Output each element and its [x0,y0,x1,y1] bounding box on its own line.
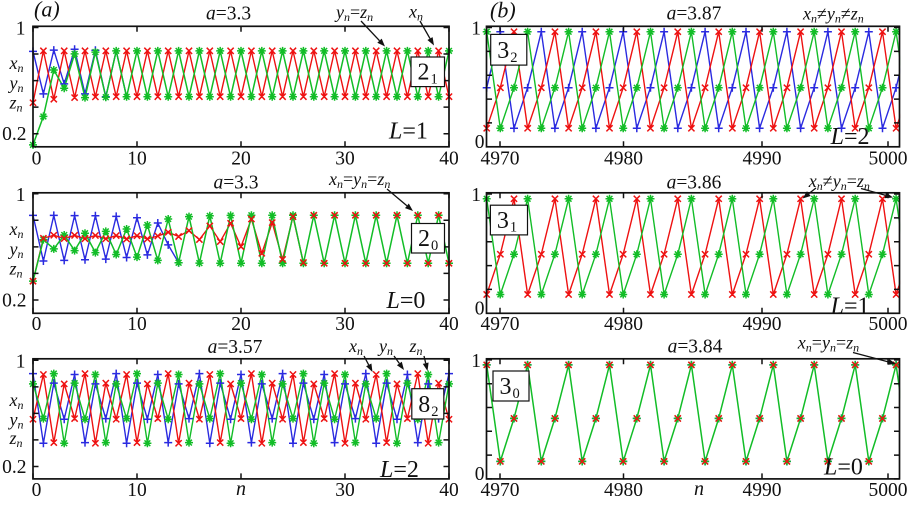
svg-text:yn: yn [377,336,393,358]
svg-text:zn: zn [9,93,23,115]
svg-text:L=1: L=1 [830,294,870,320]
svg-text:yn: yn [8,239,24,261]
svg-text:20: 20 [231,149,251,170]
svg-text:4990: 4990 [743,314,782,335]
svg-text:10: 10 [127,149,147,170]
svg-text:L=2: L=2 [379,457,419,483]
svg-text:5000: 5000 [869,480,908,501]
svg-text:4980: 4980 [604,314,643,335]
svg-text:1: 1 [16,19,26,40]
svg-text:0: 0 [32,314,42,335]
svg-text:xn=yn=zn: xn=yn=zn [797,333,859,355]
svg-text:10: 10 [127,480,147,501]
svg-text:xn≠yn≠zn: xn≠yn≠zn [802,4,864,26]
svg-text:L=2: L=2 [830,124,870,150]
svg-text:10: 10 [127,314,147,335]
svg-text:1: 1 [471,19,481,40]
svg-text:0.2: 0.2 [2,291,26,312]
svg-text:1: 1 [16,185,26,206]
svg-text:0: 0 [475,464,485,485]
svg-text:4980: 4980 [604,480,643,501]
svg-text:2: 2 [418,226,430,252]
svg-text:a=3.3: a=3.3 [206,4,251,25]
svg-text:4970: 4970 [481,480,520,501]
svg-text:3: 3 [500,374,512,400]
svg-text:zn: zn [9,428,23,450]
svg-text:30: 30 [335,480,355,501]
svg-text:3: 3 [497,208,509,234]
svg-text:1: 1 [431,71,438,87]
svg-text:n: n [236,478,246,500]
svg-text:xn: xn [9,390,24,412]
svg-text:a=3.87: a=3.87 [667,4,722,25]
svg-text:40: 40 [439,149,459,170]
svg-text:1: 1 [16,351,26,372]
svg-text:zn: zn [9,259,23,281]
svg-text:1: 1 [471,185,481,206]
svg-text:L=0: L=0 [386,288,426,314]
svg-text:yn: yn [8,410,24,432]
svg-text:1: 1 [510,220,517,236]
svg-text:40: 40 [439,480,459,501]
svg-text:a=3.57: a=3.57 [208,337,263,358]
svg-text:0: 0 [475,299,485,320]
svg-text:L=1: L=1 [388,119,428,145]
svg-text:1: 1 [471,351,481,372]
svg-text:(b): (b) [490,0,516,23]
svg-text:4980: 4980 [604,149,643,170]
svg-text:20: 20 [231,314,251,335]
svg-text:4970: 4970 [481,314,520,335]
svg-text:5000: 5000 [869,314,908,335]
svg-text:2: 2 [431,404,438,420]
svg-text:2: 2 [418,60,430,86]
svg-text:0: 0 [32,149,42,170]
svg-text:xn: xn [408,2,423,24]
svg-text:30: 30 [335,149,355,170]
svg-text:0: 0 [513,386,520,402]
svg-text:xn: xn [348,336,363,358]
svg-text:5000: 5000 [869,149,908,170]
svg-text:40: 40 [439,314,459,335]
svg-text:2: 2 [510,50,517,66]
svg-text:yn=zn: yn=zn [334,2,373,24]
svg-text:30: 30 [335,314,355,335]
svg-text:xn≠yn=zn: xn≠yn=zn [808,171,870,193]
svg-text:0.2: 0.2 [2,457,26,478]
svg-text:4970: 4970 [481,149,520,170]
svg-text:0: 0 [475,132,485,153]
svg-text:xn: xn [9,53,24,75]
svg-text:n: n [694,478,704,500]
svg-text:a=3.3: a=3.3 [213,173,258,194]
svg-text:0: 0 [431,238,438,254]
svg-text:4990: 4990 [743,149,782,170]
svg-text:xn=yn=zn: xn=yn=zn [328,169,390,191]
svg-text:yn: yn [8,73,24,95]
svg-text:(a): (a) [34,0,60,22]
svg-text:3: 3 [497,38,509,64]
svg-text:zn: zn [409,336,423,358]
svg-text:4990: 4990 [743,480,782,501]
svg-text:a=3.84: a=3.84 [668,337,723,358]
svg-text:a=3.86: a=3.86 [667,173,722,194]
svg-text:0: 0 [32,480,42,501]
svg-text:L=0: L=0 [823,455,863,481]
svg-text:0.2: 0.2 [2,124,26,145]
svg-text:xn: xn [9,219,24,241]
svg-text:8: 8 [418,392,430,418]
